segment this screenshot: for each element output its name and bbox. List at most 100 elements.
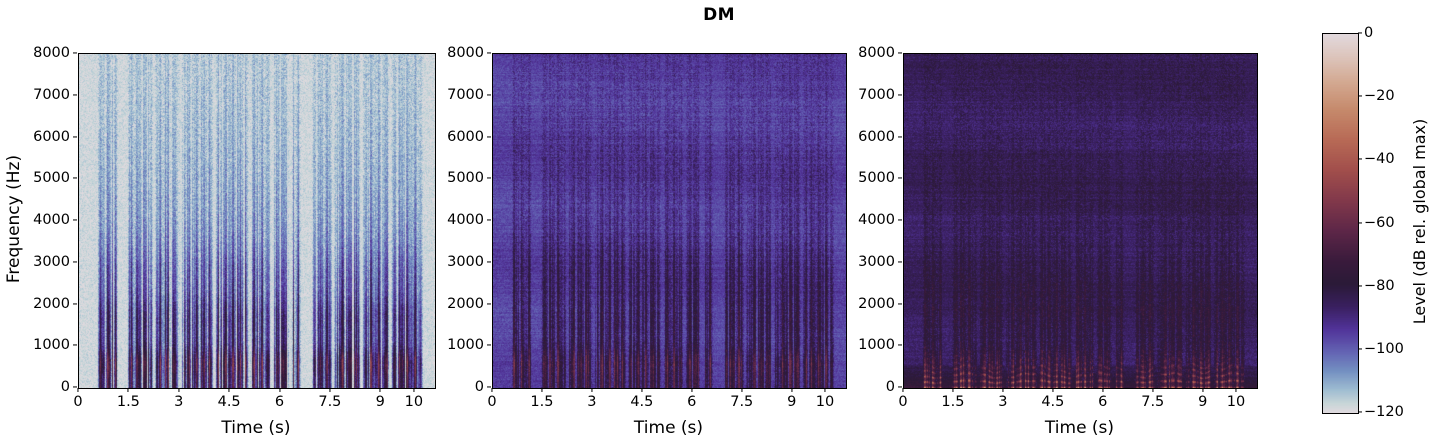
- colorbar-tick-mark: [1358, 95, 1362, 97]
- y-tick-mark: [898, 344, 902, 346]
- x-tick-label: 6: [687, 394, 697, 410]
- y-tick-mark: [487, 386, 491, 388]
- colorbar-tick-label: −40: [1364, 151, 1395, 168]
- x-tick-mark: [741, 388, 743, 392]
- y-tick-mark: [73, 94, 77, 96]
- colorbar-tick-label: −20: [1364, 88, 1395, 105]
- y-tick-mark: [73, 135, 77, 138]
- x-tick-label: 3: [587, 394, 597, 410]
- x-tick-label: 0: [898, 394, 908, 410]
- colorbar-tick-label: −60: [1364, 214, 1395, 231]
- x-tick-mark: [491, 388, 493, 392]
- x-tick-label: 0: [487, 394, 497, 410]
- colorbar-tick-mark: [1358, 221, 1362, 224]
- x-tick-mark: [591, 388, 593, 392]
- x-tick-label: 1.5: [530, 394, 554, 410]
- x-tick-label: 10: [1226, 394, 1246, 410]
- x-tick-label: 4.5: [217, 394, 241, 410]
- x-tick-mark: [1152, 388, 1154, 392]
- y-tick-label: 8000: [447, 45, 484, 61]
- y-tick-label: 4000: [447, 212, 484, 228]
- x-tick-mark: [691, 388, 693, 392]
- y-tick-mark: [898, 219, 902, 221]
- y-tick-mark: [73, 219, 77, 221]
- x-tick-mark: [902, 388, 904, 392]
- colorbar-tick-label: −80: [1364, 277, 1395, 294]
- x-tick-label: 6: [1098, 394, 1108, 410]
- x-tick-mark: [228, 388, 230, 392]
- x-tick-label: 4.5: [1041, 394, 1065, 410]
- y-tick-mark: [898, 135, 902, 138]
- y-tick-mark: [487, 261, 491, 263]
- y-tick-mark: [73, 261, 77, 263]
- y-tick-label: 5000: [447, 170, 484, 187]
- x-tick-mark: [641, 388, 643, 392]
- x-tick-label: 0: [73, 394, 83, 410]
- spectrogram-panel-right: [903, 53, 1258, 389]
- x-tick-label: 7.5: [318, 394, 342, 410]
- x-tick-mark: [1002, 388, 1004, 392]
- x-tick-mark: [1202, 388, 1204, 392]
- x-tick-mark: [1052, 388, 1054, 392]
- y-tick-mark: [73, 52, 77, 54]
- colorbar-tick-label: −120: [1364, 404, 1404, 420]
- colorbar-tick-label: 0: [1364, 25, 1374, 41]
- x-tick-mark: [379, 388, 381, 392]
- spectrogram-canvas: [79, 54, 435, 388]
- y-tick-label: 8000: [33, 45, 70, 61]
- y-tick-mark: [898, 52, 902, 54]
- y-tick-label: 1000: [858, 337, 895, 354]
- y-tick-label: 0: [474, 379, 484, 395]
- x-tick-mark: [77, 388, 79, 392]
- colorbar-axis-label: Level (dB rel. global max): [1409, 118, 1429, 324]
- y-tick-label: 3000: [858, 253, 895, 270]
- spectrogram-canvas: [493, 54, 846, 388]
- y-tick-label: 2000: [447, 295, 484, 312]
- y-tick-label: 0: [60, 379, 70, 395]
- y-tick-label: 3000: [33, 253, 70, 270]
- y-tick-mark: [487, 135, 491, 138]
- y-tick-mark: [487, 94, 491, 96]
- y-tick-label: 7000: [33, 86, 70, 103]
- y-tick-label: 7000: [447, 86, 484, 103]
- y-tick-mark: [73, 177, 77, 179]
- colorbar-tick-mark: [1358, 348, 1362, 350]
- y-tick-label: 3000: [447, 253, 484, 270]
- y-tick-mark: [898, 177, 902, 179]
- y-tick-mark: [487, 177, 491, 179]
- y-tick-label: 0: [885, 379, 895, 395]
- x-axis-label: Time (s): [1044, 418, 1115, 438]
- colorbar-tick-label: −100: [1364, 340, 1404, 357]
- spectrogram-canvas: [904, 54, 1257, 388]
- y-tick-mark: [487, 344, 491, 346]
- colorbar-tick-mark: [1358, 411, 1362, 413]
- y-tick-label: 5000: [33, 170, 70, 187]
- x-tick-mark: [278, 388, 281, 392]
- spectrogram-panel-left: [78, 53, 436, 389]
- y-tick-label: 8000: [858, 45, 895, 61]
- x-tick-label: 3: [998, 394, 1008, 410]
- y-tick-mark: [487, 52, 491, 54]
- x-axis-label: Time (s): [221, 418, 291, 438]
- x-tick-mark: [329, 388, 331, 392]
- x-tick-label: 9: [375, 394, 385, 410]
- y-tick-mark: [73, 302, 77, 305]
- x-tick-mark: [791, 388, 793, 392]
- x-tick-label: 1.5: [941, 394, 965, 410]
- x-tick-mark: [1235, 388, 1237, 392]
- y-tick-label: 5000: [858, 170, 895, 187]
- x-tick-label: 7.5: [1141, 394, 1165, 410]
- y-tick-label: 2000: [33, 295, 70, 312]
- y-tick-mark: [487, 219, 491, 221]
- x-tick-mark: [541, 388, 543, 392]
- y-tick-label: 4000: [858, 212, 895, 228]
- x-tick-label: 4.5: [630, 394, 654, 410]
- colorbar-tick-mark: [1358, 158, 1362, 160]
- y-tick-mark: [898, 261, 902, 263]
- y-tick-mark: [898, 94, 902, 96]
- x-tick-label: 9: [787, 394, 797, 410]
